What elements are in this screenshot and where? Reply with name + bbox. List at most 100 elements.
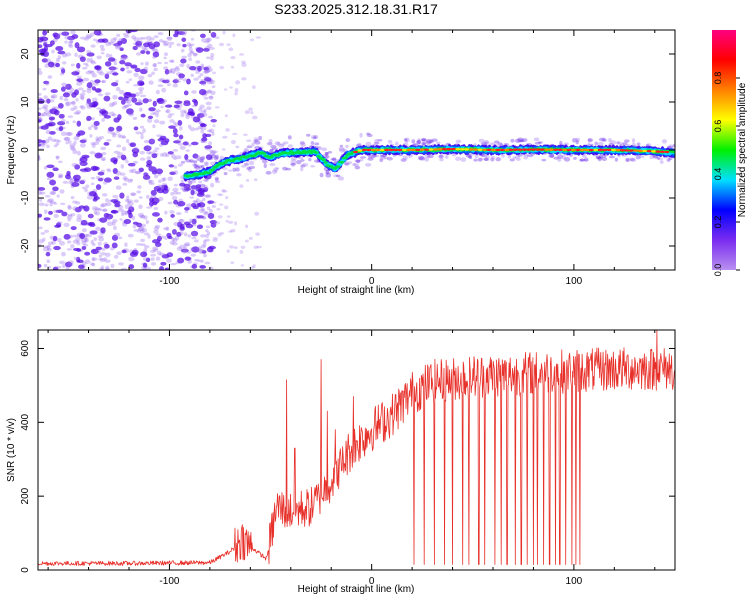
noise-point — [111, 209, 117, 214]
noise-point — [211, 205, 217, 208]
ridge-halo-point — [367, 157, 374, 161]
noise-point — [175, 155, 182, 160]
noise-point — [53, 202, 58, 205]
noise-point — [190, 73, 195, 78]
noise-point — [69, 145, 76, 150]
noise-point — [99, 204, 105, 208]
noise-point — [43, 165, 48, 170]
noise-point — [82, 62, 89, 66]
noise-point — [76, 62, 81, 69]
ridge-halo-point — [199, 156, 205, 161]
noise-point — [209, 56, 214, 61]
ridge-halo-point — [467, 155, 472, 159]
noise-point — [50, 201, 57, 204]
ridge-band-point — [261, 151, 267, 155]
noise-point — [103, 114, 111, 119]
noise-point — [173, 78, 180, 81]
noise-point — [74, 52, 78, 57]
noise-point — [68, 42, 73, 47]
noise-point — [179, 244, 185, 250]
noise-point — [207, 89, 212, 93]
noise-point — [43, 95, 48, 100]
noise-point — [168, 125, 176, 129]
noise-point — [193, 200, 198, 205]
noise-point — [126, 195, 130, 201]
noise-point — [88, 126, 92, 131]
noise-point — [56, 194, 60, 198]
ridge-halo-point — [306, 133, 311, 137]
noise-point — [55, 155, 60, 160]
noise-point — [125, 97, 131, 102]
noise-point — [164, 61, 169, 65]
ridge-peak-point — [517, 148, 523, 151]
ridge-halo-point — [484, 141, 490, 145]
noise-point — [182, 30, 188, 35]
noise-point — [53, 213, 59, 218]
noise-point — [200, 110, 207, 114]
noise-point — [91, 262, 96, 267]
noise-point — [126, 70, 133, 74]
noise-point — [199, 104, 205, 109]
noise-point — [156, 97, 164, 103]
noise-point — [58, 173, 64, 178]
ridge-halo-point — [557, 154, 564, 159]
noise-point — [186, 159, 192, 163]
noise-point — [228, 47, 234, 52]
noise-point — [205, 234, 210, 238]
ridge-halo-point — [624, 139, 630, 143]
noise-point — [44, 63, 50, 68]
ridge-halo-point — [271, 147, 278, 151]
ridge-halo-point — [549, 153, 554, 158]
heatmap-points — [38, 30, 675, 270]
noise-point — [100, 47, 106, 52]
ridge-halo-point — [330, 158, 337, 161]
noise-point — [205, 194, 212, 198]
ridge-halo-point — [270, 144, 277, 149]
noise-point — [208, 95, 214, 99]
noise-point — [86, 88, 92, 94]
ridge-peak-point — [486, 148, 492, 152]
noise-point — [188, 57, 193, 62]
noise-point — [216, 208, 221, 211]
noise-point — [173, 133, 179, 138]
noise-point — [187, 260, 192, 264]
ridge-halo-point — [439, 154, 443, 158]
ridge-halo-point — [344, 162, 350, 166]
ridge-halo-point — [431, 138, 438, 142]
noise-point — [92, 198, 98, 202]
noise-point — [59, 174, 63, 179]
noise-point — [81, 66, 88, 70]
noise-point — [179, 218, 185, 224]
noise-point — [185, 149, 190, 152]
noise-point — [164, 104, 173, 108]
noise-point — [133, 146, 139, 152]
ridge-peak-point — [651, 150, 656, 153]
noise-point — [133, 37, 140, 42]
noise-point — [111, 82, 119, 87]
noise-point — [119, 172, 126, 176]
noise-point — [152, 51, 160, 58]
noise-point — [76, 240, 81, 246]
ridge-halo-point — [584, 157, 589, 162]
ridge-halo-point — [240, 165, 247, 168]
noise-point — [107, 169, 112, 173]
noise-point — [199, 265, 207, 269]
noise-point — [172, 148, 178, 152]
noise-point — [79, 92, 86, 96]
ridge-peak-point — [424, 148, 430, 151]
noise-point — [138, 226, 145, 231]
noise-point — [92, 101, 99, 107]
ridge-halo-point — [251, 142, 255, 147]
noise-point — [184, 153, 189, 161]
ridge-halo-point — [507, 154, 511, 159]
noise-point — [200, 82, 206, 86]
noise-point — [74, 164, 81, 170]
noise-point — [178, 219, 184, 222]
ridge-halo-point — [512, 156, 517, 160]
noise-point — [167, 70, 173, 74]
noise-point — [113, 101, 118, 106]
noise-point — [168, 59, 174, 63]
ridge-halo-point — [356, 142, 362, 147]
noise-point — [66, 240, 72, 244]
noise-point — [185, 186, 191, 191]
